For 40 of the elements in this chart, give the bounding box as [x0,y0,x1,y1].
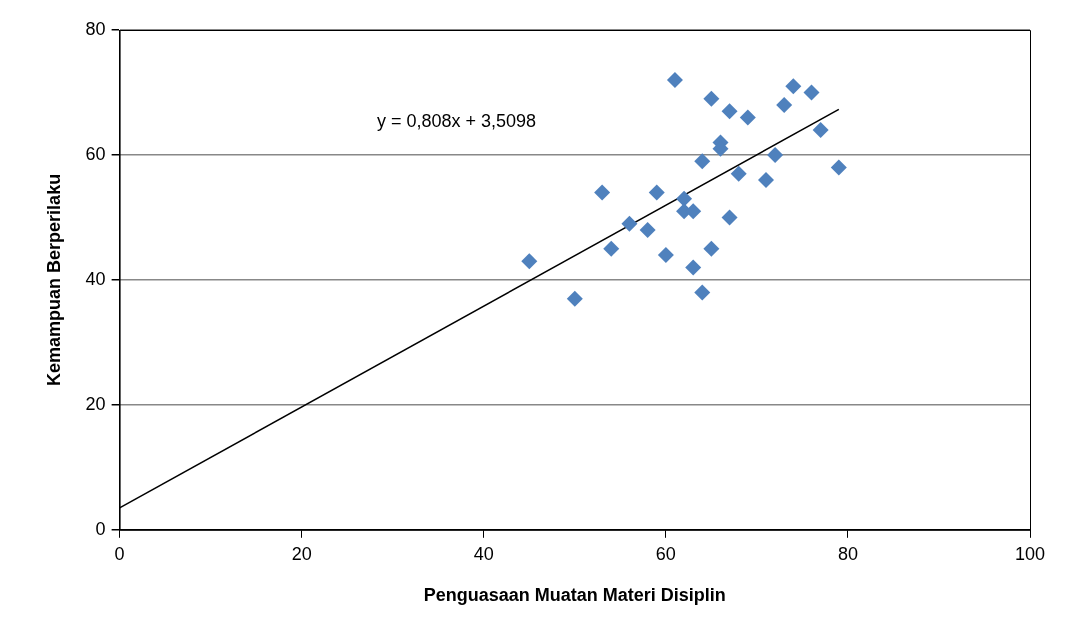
x-tick-label: 80 [837,543,858,564]
x-tick-label: 0 [114,543,125,564]
point [785,78,802,95]
y-tick-label: 20 [85,393,106,414]
point [594,184,611,201]
point [767,146,784,163]
point [694,153,711,170]
point [521,253,538,270]
point [657,246,674,263]
annotation: y = 0,808x + 3,5098 [376,111,537,132]
point [666,71,683,88]
point [776,96,793,113]
point [721,209,738,226]
point [757,171,774,188]
point [621,215,638,232]
point [830,159,847,176]
point [648,184,665,201]
x-axis-title: Penguasaan Muatan Materi Disiplin [423,585,726,606]
point [603,240,620,257]
point [703,90,720,107]
point [703,240,720,257]
point [566,290,583,307]
y-tick-label: 0 [95,518,106,539]
y-tick-label: 60 [85,143,106,164]
point [639,221,656,238]
x-tick-label: 20 [291,543,312,564]
point [676,190,693,207]
point [694,284,711,301]
x-tick-label: 60 [655,543,676,564]
point [730,165,747,182]
point [803,84,820,101]
point [721,103,738,120]
x-tick-label: 40 [473,543,494,564]
point [685,259,702,276]
point [812,121,829,138]
y-tick-label: 40 [85,268,106,289]
x-tick-label: 100 [1014,543,1046,564]
point [739,109,756,126]
y-tick-label: 80 [85,18,106,39]
y-axis-title: Kemampuan Berperilaku [43,173,64,386]
